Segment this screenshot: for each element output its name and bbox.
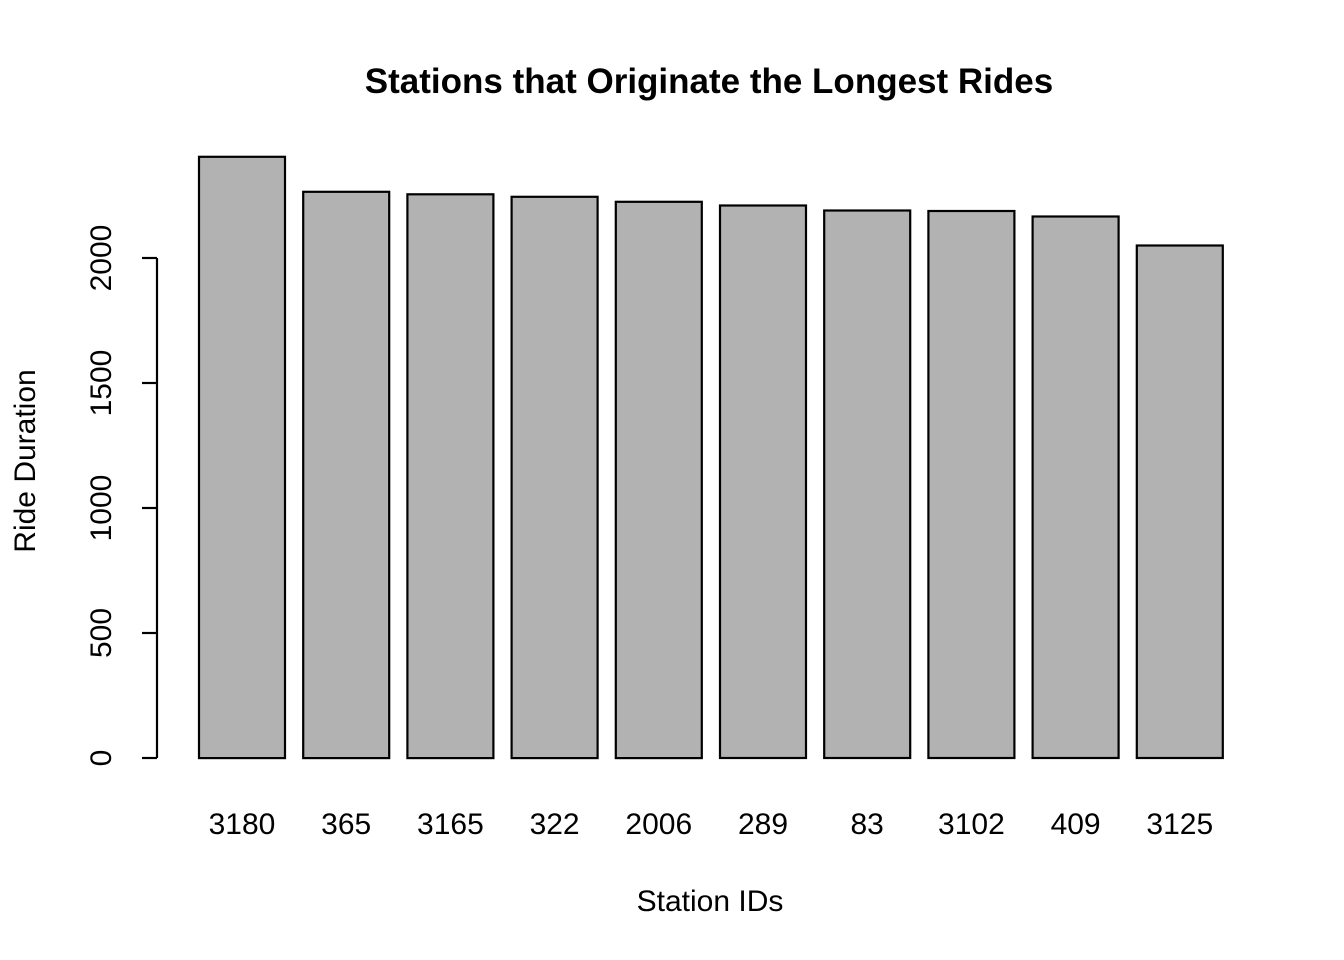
- bar-289: [718, 204, 808, 760]
- y-tick-label-2000: 2000: [85, 225, 118, 292]
- x-axis-label: Station IDs: [637, 885, 784, 918]
- bar-3125: [1135, 244, 1224, 760]
- x-tick-label-409: 409: [1051, 808, 1101, 841]
- y-axis-label: Ride Duration: [9, 369, 42, 552]
- x-tick-labels: 3180 365 3165 322 2006 289 83 3102 409 3125: [209, 808, 1214, 841]
- x-tick-label-2006: 2006: [625, 808, 692, 841]
- x-tick-label-3165: 3165: [417, 808, 484, 841]
- y-axis: 0 500 1000 1500 2000: [85, 225, 159, 767]
- y-tick-label-1500: 1500: [85, 350, 118, 417]
- x-tick-label-365: 365: [321, 808, 371, 841]
- x-tick-label-3102: 3102: [938, 808, 1005, 841]
- bars-group: [197, 155, 1224, 760]
- y-tick-label-1000: 1000: [85, 475, 118, 542]
- x-tick-label-289: 289: [738, 808, 788, 841]
- bar-2006: [614, 200, 703, 760]
- bar-409: [1031, 215, 1120, 760]
- bar-365: [302, 190, 391, 760]
- x-tick-label-322: 322: [530, 808, 580, 841]
- y-tick-label-0: 0: [85, 750, 118, 767]
- y-tick-label-500: 500: [85, 608, 118, 658]
- chart-title: Stations that Originate the Longest Ride…: [365, 62, 1053, 101]
- bar-83: [823, 209, 912, 760]
- bar-3165: [406, 193, 495, 760]
- bar-322: [510, 195, 599, 760]
- bar-3180: [197, 155, 287, 760]
- x-tick-label-83: 83: [851, 808, 884, 841]
- x-tick-label-3180: 3180: [209, 808, 276, 841]
- bar-3102: [927, 209, 1016, 760]
- x-tick-label-3125: 3125: [1146, 808, 1213, 841]
